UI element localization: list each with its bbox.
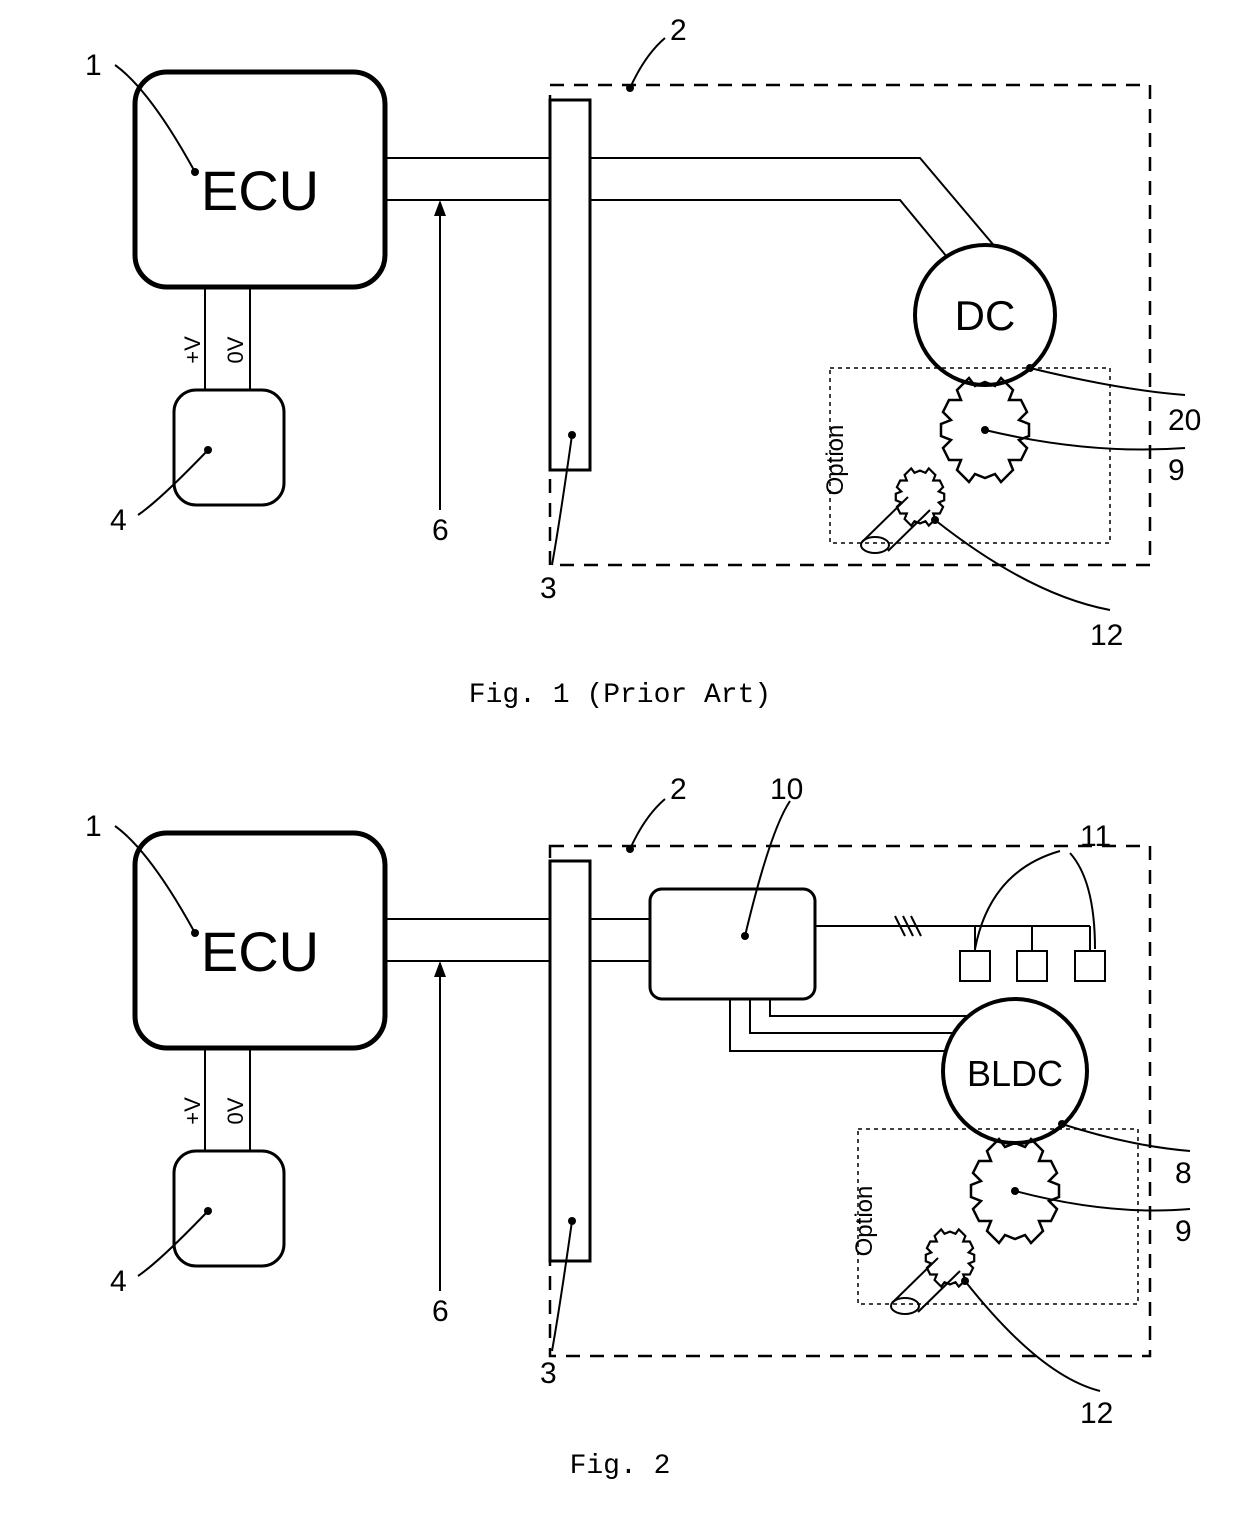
svg-text:+V: +V (180, 1097, 205, 1125)
motor-label: DC (955, 292, 1016, 339)
ref-2: 2 (670, 14, 687, 47)
option-label: Option (822, 425, 849, 496)
fig2-caption: Fig. 2 (0, 1451, 1240, 1482)
ref-1: 1 (85, 49, 102, 82)
ref-12: 12 (1080, 1397, 1113, 1430)
ref-1: 1 (85, 810, 102, 843)
svg-text:0V: 0V (223, 1097, 248, 1124)
motor-label: BLDC (967, 1053, 1063, 1094)
ref-4: 4 (110, 1265, 127, 1298)
figure-1: ECU 1 +V 0V 4 6 2 3 DC 20 Option 9 (0, 0, 1240, 660)
zerov-label: 0V (223, 336, 248, 363)
ref-12: 12 (1090, 619, 1123, 652)
ref-10: 10 (770, 773, 803, 806)
ref-2: 2 (670, 773, 687, 806)
ref-6: 6 (432, 1295, 449, 1328)
figure-2: ECU 1 +V 0V 4 6 2 3 10 11 (0, 751, 1240, 1431)
ref-9: 9 (1175, 1215, 1192, 1248)
ref-9: 9 (1168, 454, 1185, 487)
ref-11: 11 (1080, 820, 1111, 853)
svg-text:Option: Option (851, 1186, 878, 1257)
ref-8: 8 (1175, 1157, 1192, 1190)
ecu-label: ECU (201, 159, 319, 222)
ref-3: 3 (540, 1357, 557, 1390)
fig1-caption: Fig. 1 (Prior Art) (0, 680, 1240, 711)
plusv-label: +V (180, 336, 205, 364)
ref-4: 4 (110, 504, 127, 537)
ref-20: 20 (1168, 404, 1201, 437)
ref-3: 3 (540, 572, 557, 605)
ref-6: 6 (432, 514, 449, 547)
ecu-label: ECU (201, 920, 319, 983)
